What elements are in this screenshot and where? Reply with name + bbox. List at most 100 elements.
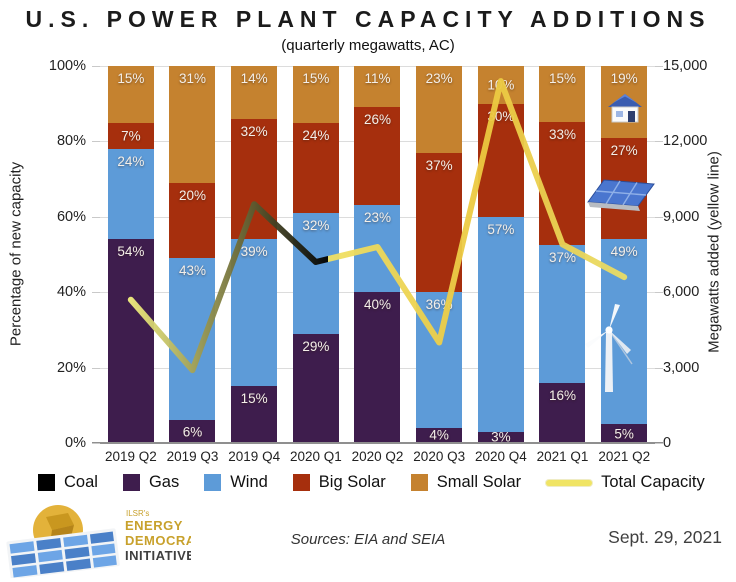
legend-item-coal: Coal <box>38 473 98 492</box>
bar-segment-small-solar: 14% <box>231 66 278 119</box>
segment-value-label: 4% <box>429 427 449 443</box>
segment-value-label: 3% <box>491 429 511 445</box>
org-line2: DEMOCRACY <box>125 533 191 548</box>
axis-tick-label: 9,000 <box>663 208 700 225</box>
bar-segment-big-solar: 33% <box>539 121 586 246</box>
segment-value-label: 15% <box>240 391 268 407</box>
bar-segment-gas: 16% <box>539 383 586 443</box>
segment-value-label: 39% <box>240 244 268 260</box>
bar-segment-big-solar: 26% <box>354 107 401 206</box>
x-axis-labels: 2019 Q2 2019 Q3 2019 Q4 2020 Q1 2020 Q2 2020 … <box>100 449 655 464</box>
segment-value-label: 49% <box>610 244 638 260</box>
segment-value-label: 24% <box>117 153 145 169</box>
bar-segment-wind: 37% <box>539 245 586 384</box>
legend-label: Total Capacity <box>601 473 705 491</box>
x-axis-label: 2019 Q3 <box>166 449 219 464</box>
bar-segment-gas: 3% <box>477 429 524 445</box>
axis-tick-mark <box>92 141 100 143</box>
axis-tick-label: 0 <box>663 435 672 451</box>
solar-panel-grid-icon <box>6 528 120 578</box>
bar-2019-q2: 15% 7% 24% 54% <box>100 66 162 443</box>
axis-tick-label: 15,000 <box>663 58 708 74</box>
segment-value-label: 11% <box>364 71 391 86</box>
bar-segment-small-solar: 15% <box>292 66 339 123</box>
segment-value-label: 14% <box>240 71 268 86</box>
axis-tick-label: 3,000 <box>663 359 700 376</box>
legend-label: Big Solar <box>318 473 386 491</box>
segment-value-label: 33% <box>548 126 576 142</box>
segment-value-label: 54% <box>117 244 145 260</box>
x-axis-label: 2021 Q1 <box>536 449 589 464</box>
legend-item-gas: Gas <box>122 473 179 492</box>
bar-segment-wind: 32% <box>292 213 339 334</box>
axis-tick-label: 6,000 <box>663 284 700 301</box>
legend-line-swatch <box>546 479 593 486</box>
legend: Coal Gas Wind Big Solar Small Solar Total Cap… <box>38 473 705 492</box>
segment-value-label: 5% <box>614 425 634 441</box>
x-axis-label: 2019 Q2 <box>104 449 157 464</box>
left-axis-ticks: 0% 20% 40% 60% 80% 100% <box>0 59 92 450</box>
axis-tick-label: 12,000 <box>663 133 708 150</box>
axis-tick-mark <box>92 367 100 369</box>
axis-tick-mark <box>655 443 663 444</box>
bar-segment-big-solar: 24% <box>292 122 339 214</box>
chart-title: U.S. POWER PLANT CAPACITY ADDITIONS <box>25 6 711 32</box>
legend-swatch <box>292 474 310 491</box>
x-axis-label: 2020 Q3 <box>413 449 466 464</box>
bar-2019-q3: 31% 20% 43% 6% <box>162 66 224 443</box>
legend-label: Small Solar <box>436 473 522 491</box>
x-axis-line <box>92 442 663 444</box>
segment-value-label: 23% <box>363 210 391 226</box>
x-axis-label: 2020 Q2 <box>351 449 404 464</box>
bar-2020-q2: 11% 26% 23% 40% <box>347 66 409 443</box>
bar-segment-small-solar: 23% <box>416 66 463 153</box>
bar-segment-gas: 54% <box>107 239 154 443</box>
bar-2020-q3: 23% 37% 36% 4% <box>408 66 470 443</box>
segment-value-label: 32% <box>302 218 330 234</box>
legend-swatch <box>204 474 222 491</box>
segment-value-label: 57% <box>487 221 515 237</box>
segment-value-label: 7% <box>121 127 141 143</box>
right-axis-ticks: 0 3,000 6,000 9,000 12,000 15,000 <box>663 59 733 450</box>
x-axis-label: 2021 Q2 <box>598 449 651 464</box>
bar-segment-gas: 4% <box>416 427 463 443</box>
bar-segment-wind: 57% <box>477 216 524 432</box>
sources-note: Sources: EIA and SEIA <box>290 531 446 548</box>
segment-value-label: 16% <box>548 388 576 404</box>
segment-value-label: 37% <box>425 157 453 173</box>
segment-value-label: 40% <box>363 297 391 313</box>
axis-tick-label: 100% <box>48 58 86 74</box>
axis-tick-mark <box>92 216 100 218</box>
org-prefix: ILSR's <box>126 509 149 518</box>
segment-value-label: 37% <box>548 250 576 266</box>
bar-segment-wind: 39% <box>231 239 278 387</box>
legend-item-total-capacity: Total Capacity <box>546 473 705 492</box>
plot-area: 15% 7% 24% 54% 31% 20% 43% 6% 14% 32% 39% 15% 15% 24%… <box>92 66 663 445</box>
bar-segment-gas: 15% <box>231 386 278 443</box>
legend-swatch <box>38 474 55 491</box>
bar-segment-wind: 24% <box>107 148 154 240</box>
segment-value-label: 24% <box>302 127 330 143</box>
org-line3: INITIATIVE <box>125 548 191 563</box>
bar-segment-wind: 43% <box>169 258 216 421</box>
axis-tick-mark <box>655 141 663 143</box>
bar-segment-big-solar: 20% <box>169 182 216 259</box>
chart-subtitle: (quarterly megawatts, AC) <box>281 37 455 54</box>
legend-swatch <box>122 474 140 491</box>
bar-segment-gas: 6% <box>169 420 216 443</box>
legend-label: Wind <box>230 473 268 491</box>
segment-value-label: 19% <box>610 71 638 86</box>
bar-2019-q4: 14% 32% 39% 15% <box>223 66 285 443</box>
axis-tick-mark <box>655 66 663 67</box>
axis-tick-label: 60% <box>56 208 86 225</box>
total-capacity-line <box>127 78 628 374</box>
legend-item-big-solar: Big Solar <box>292 473 386 492</box>
axis-tick-mark <box>92 66 100 67</box>
bar-2020-q1: 15% 24% 32% 29% <box>285 66 347 443</box>
bar-2021-q1: 15% 33% 37% 16% <box>532 66 594 443</box>
bar-segment-gas: 40% <box>354 292 401 443</box>
legend-swatch <box>410 474 428 491</box>
axis-tick-label: 20% <box>56 359 86 376</box>
legend-item-small-solar: Small Solar <box>410 473 522 492</box>
